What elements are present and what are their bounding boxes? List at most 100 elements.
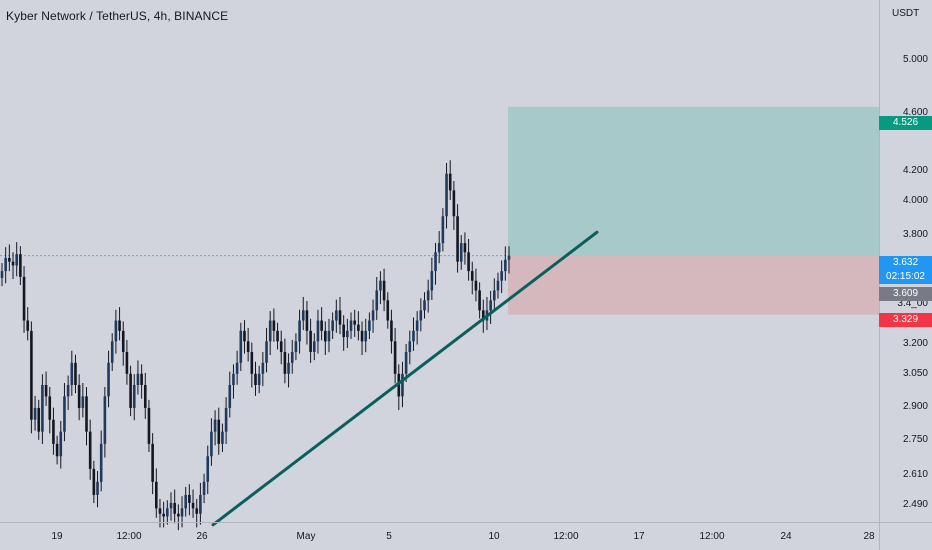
candle-body <box>500 271 503 281</box>
candle-body <box>272 320 276 331</box>
candle-body <box>467 252 470 272</box>
candle-body <box>316 320 320 342</box>
candle-body <box>8 257 11 262</box>
last-price-tag: 3.632 <box>879 256 932 270</box>
candle-body <box>268 320 272 342</box>
candle-body <box>114 320 118 342</box>
candle-body <box>166 508 169 517</box>
candle-body <box>331 320 334 331</box>
target-zone[interactable] <box>508 106 879 256</box>
candle-body <box>437 243 441 253</box>
candle-body <box>191 502 195 509</box>
candle-body <box>489 300 492 311</box>
candle-body <box>507 255 511 260</box>
candle-body <box>221 431 224 444</box>
candle-body <box>312 341 316 352</box>
time-tick-label: 17 <box>633 531 645 542</box>
candle-body <box>52 419 55 444</box>
candle-body <box>107 362 110 397</box>
candle-body <box>63 396 66 432</box>
trendline[interactable] <box>211 230 599 527</box>
countdown-tag: 02:15:02 <box>879 270 932 284</box>
candle-body <box>393 341 397 374</box>
candle-body <box>434 252 437 272</box>
price-tick-label: 2.610 <box>902 469 928 480</box>
candle-body <box>261 362 265 374</box>
candle-body <box>408 341 412 352</box>
candle-body <box>294 341 298 352</box>
stop-zone[interactable] <box>508 255 879 315</box>
candle-body <box>66 384 70 397</box>
candle-body <box>415 320 419 331</box>
candle-body <box>110 341 114 363</box>
time-tick-label: 12:00 <box>116 531 142 542</box>
time-axis-divider <box>0 522 932 523</box>
candle-body <box>132 384 136 408</box>
candle-body <box>206 456 210 482</box>
candle-body <box>463 243 467 253</box>
candle-body <box>55 443 59 457</box>
candle-body <box>217 419 221 444</box>
candle-body <box>44 384 48 397</box>
candle-body <box>74 362 77 385</box>
candle-body <box>85 396 88 432</box>
candle-body <box>77 384 81 408</box>
candle-body <box>335 310 338 321</box>
candle-body <box>504 259 507 272</box>
stop-price-tag: 3.329 <box>879 313 932 327</box>
candle-body <box>401 373 404 397</box>
candle-body <box>70 362 74 385</box>
candle-body <box>177 513 180 517</box>
candle-body <box>239 330 243 363</box>
candle-body <box>474 280 478 291</box>
candle-body <box>81 396 85 408</box>
candle-body <box>213 419 217 432</box>
candle-body <box>459 243 463 262</box>
candle-body <box>445 173 448 217</box>
candle-body <box>147 407 151 444</box>
candle-body <box>320 320 323 331</box>
candle-body <box>481 310 485 321</box>
candle-body <box>228 384 232 408</box>
candle-body <box>26 320 30 331</box>
time-tick-label: 28 <box>863 531 875 542</box>
candle-body <box>246 341 250 352</box>
candle-body <box>386 300 390 321</box>
candle-body <box>210 431 213 457</box>
candle-body <box>496 280 500 291</box>
candle-body <box>96 481 99 495</box>
candle-body <box>129 373 132 408</box>
candle-body <box>298 320 301 342</box>
candle-body <box>195 508 199 514</box>
candle-body <box>419 310 423 321</box>
candle-body <box>257 373 261 385</box>
price-tick-label: 2.750 <box>902 434 928 445</box>
candle-body <box>99 443 103 482</box>
candle-body <box>169 502 173 509</box>
candle-body <box>379 280 382 291</box>
price-tick-label: 3.200 <box>902 338 928 349</box>
candle-body <box>37 407 41 432</box>
price-tick-label: 3.050 <box>902 368 928 379</box>
candle-body <box>48 396 52 420</box>
price-tick-label: 3.800 <box>902 229 928 240</box>
candles-group <box>0 160 511 531</box>
candle-body <box>324 330 327 342</box>
time-tick-label: 19 <box>51 531 63 542</box>
candle-body <box>151 443 154 482</box>
candle-body <box>19 254 22 277</box>
candle-body <box>430 271 434 291</box>
symbol-title[interactable]: Kyber Network / TetherUS, 4h, BINANCE <box>6 9 229 23</box>
currency-label: USDT <box>892 8 920 19</box>
candle-body <box>342 324 345 338</box>
candle-body <box>232 373 235 385</box>
price-tick-label: 4.000 <box>902 195 928 206</box>
candle-body <box>470 271 474 281</box>
candle-body <box>136 373 140 385</box>
candle-body <box>125 351 129 374</box>
candle-body <box>11 261 15 266</box>
candle-body <box>59 431 63 457</box>
candle-body <box>143 384 147 408</box>
